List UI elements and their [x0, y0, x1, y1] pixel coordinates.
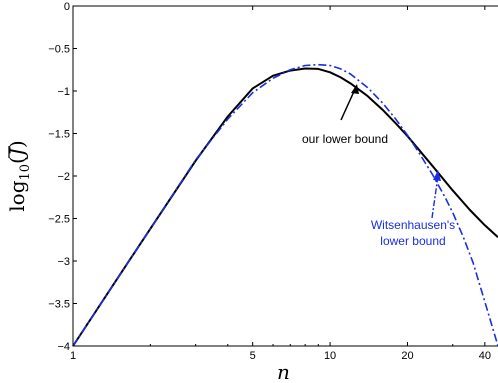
- y-tick-label: −4: [57, 341, 70, 353]
- y-axis-label: log10(J): [5, 140, 33, 211]
- y-tick-label: −3.5: [48, 299, 70, 311]
- series-witsenhausen-lower-bound: [72, 63, 498, 347]
- series-layer: [72, 63, 498, 347]
- y-tick-label: −1.5: [48, 129, 70, 141]
- arrowhead-witsenhausen: [433, 170, 441, 181]
- x-tick-label: 10: [324, 350, 336, 362]
- ylabel-var: J: [5, 147, 29, 160]
- annotation-witsenhausen-line1: Witsenhausen's: [371, 218, 455, 232]
- ylabel-close: ): [5, 140, 29, 148]
- x-tick-label: 40: [479, 350, 491, 362]
- y-tick-label: 0: [64, 1, 70, 13]
- axes-frame: [72, 5, 498, 347]
- annotation-layer: our lower bound Witsenhausen's lower bound: [302, 84, 455, 248]
- y-tick-label: −0.5: [48, 44, 70, 56]
- annotation-witsenhausen-line2: lower bound: [380, 234, 445, 248]
- ylabel-log: log: [5, 180, 29, 211]
- y-tick-label: −2: [57, 171, 70, 183]
- arrow-witsenhausen: [431, 175, 439, 219]
- x-axis-label: n: [277, 360, 290, 383]
- y-axis-label-text: log10(J): [5, 140, 33, 211]
- y-tick-label: −1: [57, 86, 70, 98]
- ylabel-sub: 10: [18, 164, 33, 181]
- x-tick-label: 5: [250, 350, 256, 362]
- y-tick-label: −2.5: [48, 214, 70, 226]
- plot-area: [72, 5, 498, 347]
- annotation-our-lower-bound: our lower bound: [302, 132, 388, 146]
- ylabel-open: (: [5, 156, 29, 164]
- series-our-lower-bound: [72, 67, 498, 347]
- y-tick-label: −3: [57, 256, 70, 268]
- arrowhead-our-lower-bound: [351, 84, 359, 94]
- x-tick-label: 1: [70, 350, 76, 362]
- x-tick-label: 20: [401, 350, 413, 362]
- axis-labels: n log10(J): [5, 140, 290, 383]
- ticks-layer: 1 5 10 20 40 0 −0.5 −1 −1.5 −2 −2.5 −3 −3.5 −4: [48, 1, 491, 362]
